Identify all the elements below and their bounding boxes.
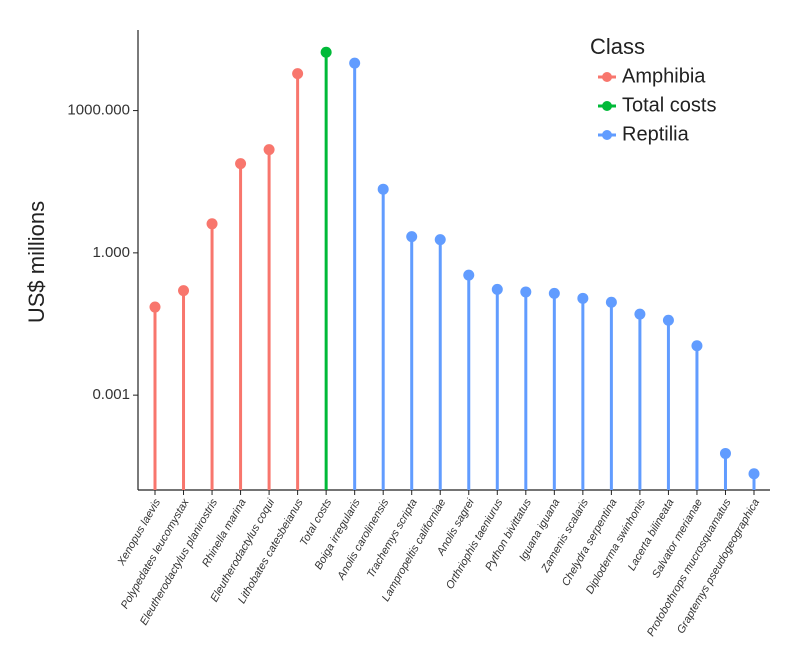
dot: [605, 296, 617, 308]
dot: [149, 301, 161, 313]
legend-title: Class: [590, 34, 645, 59]
y-axis-label: US$ millions: [24, 201, 49, 323]
legend-swatch-dot: [602, 101, 612, 111]
dot: [691, 340, 703, 352]
dot: [491, 283, 503, 295]
dot: [577, 292, 589, 304]
dot: [263, 144, 275, 156]
dot: [520, 286, 532, 298]
y-tick-label: 0.001: [92, 386, 130, 403]
dot: [548, 287, 560, 299]
y-tick-label: 1.000: [92, 244, 130, 261]
dot: [235, 158, 247, 170]
y-tick-label: 1000.000: [67, 102, 130, 119]
dot: [434, 234, 446, 246]
legend-swatch-dot: [602, 72, 612, 82]
dot: [292, 68, 304, 80]
x-tick-label: Anolis carolinensis: [335, 497, 392, 583]
dot: [634, 308, 646, 320]
dot: [349, 57, 361, 69]
legend-label: Reptilia: [622, 123, 690, 145]
legend-label: Amphibia: [622, 65, 706, 87]
dot: [748, 468, 760, 480]
dot: [206, 218, 218, 230]
dot: [719, 447, 731, 459]
dot: [320, 46, 332, 58]
legend-label: Total costs: [622, 94, 716, 116]
dot: [406, 231, 418, 243]
dot: [662, 314, 674, 326]
legend-swatch-dot: [602, 130, 612, 140]
dot: [463, 269, 475, 281]
dot: [178, 285, 190, 297]
dot: [377, 183, 389, 195]
